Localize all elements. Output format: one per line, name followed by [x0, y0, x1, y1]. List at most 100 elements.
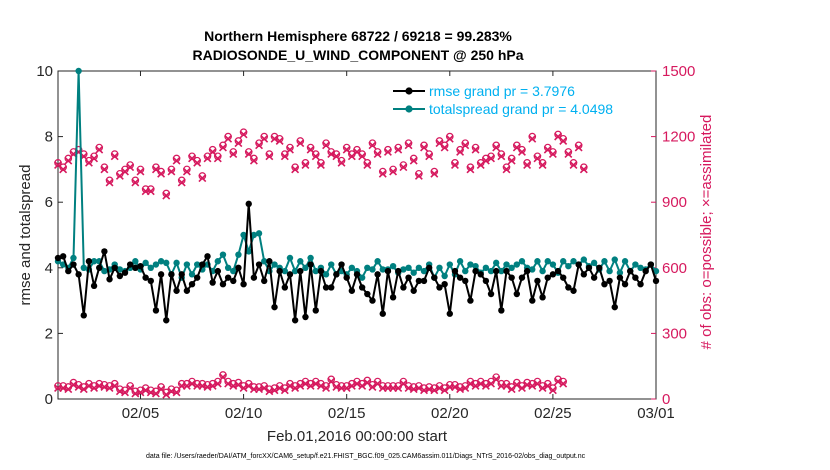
- totalspread-point: [606, 267, 613, 275]
- obs-high-assimilated-point: [363, 161, 372, 169]
- x-mark-stroke: [260, 384, 269, 393]
- rmse-point: [297, 267, 304, 275]
- obs-high-assimilated-point: [569, 161, 578, 169]
- x-mark-stroke: [234, 139, 243, 148]
- rmse-point: [436, 284, 443, 291]
- rmse-point: [230, 277, 237, 285]
- x-mark-stroke: [69, 380, 78, 389]
- x-mark-stroke: [218, 373, 227, 382]
- x-mark-stroke: [471, 381, 480, 390]
- x-mark-stroke: [353, 147, 361, 156]
- obs-low-assimilated-point: [218, 373, 227, 382]
- x-mark-stroke: [430, 169, 439, 178]
- rmse-point: [142, 274, 149, 281]
- obs-high-assimilated-point: [538, 161, 547, 169]
- rmse-point: [565, 284, 572, 291]
- rmse-point: [240, 281, 247, 288]
- x-mark-stroke: [105, 178, 114, 187]
- rmse-point: [415, 277, 423, 285]
- x-mark-stroke: [260, 134, 269, 143]
- x-mark-stroke: [409, 385, 418, 394]
- obs-low-assimilated-point: [286, 381, 294, 390]
- x-mark-stroke: [265, 152, 274, 161]
- obs-high-assimilated-point: [208, 147, 217, 156]
- totalspread-point: [492, 259, 500, 267]
- obs-high-assimilated-point: [533, 154, 542, 163]
- obs-high-assimilated-point: [249, 156, 258, 165]
- obs-high-assimilated-point: [425, 152, 434, 161]
- obs-low-assimilated-point: [347, 381, 356, 390]
- obs-high-assimilated-point: [286, 145, 294, 154]
- x-mark-stroke: [322, 384, 331, 393]
- x-mark-stroke: [502, 165, 511, 174]
- obs-low-assimilated-point: [74, 383, 83, 391]
- totalspread-point: [261, 258, 268, 265]
- rmse-point: [652, 277, 660, 285]
- rmse-point: [456, 274, 464, 281]
- y-left-axis-label: rmse and totalspread: [17, 165, 34, 306]
- obs-high-assimilated-point: [291, 165, 300, 174]
- rmse-point: [611, 303, 618, 311]
- x-mark-stroke: [373, 150, 382, 159]
- rmse-point: [317, 267, 325, 275]
- x-mark-stroke: [255, 385, 264, 394]
- y-left-tick-label: 0: [45, 391, 53, 408]
- x-mark-stroke: [358, 381, 367, 390]
- x-mark-stroke: [414, 171, 423, 180]
- rmse-point: [389, 294, 397, 301]
- obs-low-assimilated-point: [270, 386, 279, 395]
- x-mark-stroke: [481, 381, 490, 390]
- obs-high-assimilated-point: [301, 161, 310, 169]
- totalspread-point: [183, 261, 191, 268]
- totalspread-point: [286, 254, 294, 262]
- rmse-point: [358, 284, 366, 291]
- x-mark-stroke: [440, 386, 449, 395]
- x-mark-stroke: [105, 384, 114, 393]
- obs-high-assimilated-point: [162, 191, 171, 200]
- x-mark-stroke: [131, 178, 140, 187]
- x-mark-stroke: [90, 384, 99, 393]
- x-mark-stroke: [110, 381, 119, 390]
- obs-high-assimilated-point: [450, 161, 459, 169]
- x-mark-stroke: [316, 381, 325, 390]
- x-mark-stroke: [492, 375, 501, 384]
- rmse-point: [147, 277, 154, 285]
- rmse-point: [90, 282, 98, 290]
- x-mark-stroke: [358, 152, 367, 161]
- obs-high-assimilated-point: [497, 152, 506, 161]
- x-mark-stroke: [306, 145, 315, 154]
- rmse-point: [266, 258, 273, 265]
- obs-low-assimilated-point: [311, 379, 320, 388]
- data-file-footnote: data file: /Users/raeder/DAI/ATM_forcXX/…: [146, 453, 586, 460]
- rmse-point: [276, 267, 283, 275]
- x-mark-stroke: [296, 381, 305, 390]
- y-left-tick-label: 10: [36, 63, 53, 80]
- rmse-point: [302, 313, 309, 321]
- x-mark-stroke: [177, 178, 186, 187]
- rmse-point: [539, 294, 546, 301]
- totalspread-point: [245, 248, 252, 255]
- rmse-point: [96, 264, 103, 271]
- rmse-point: [544, 274, 551, 281]
- obs-low-assimilated-point: [136, 388, 145, 397]
- x-mark-stroke: [383, 147, 392, 156]
- obs-high-assimilated-point: [394, 145, 403, 154]
- x-mark-stroke: [327, 150, 336, 159]
- rmse-point: [379, 310, 386, 317]
- x-mark-stroke: [523, 161, 532, 169]
- x-mark-stroke: [435, 139, 444, 148]
- obs-high-assimilated-point: [203, 154, 212, 163]
- obs-low-assimilated-point: [471, 381, 480, 390]
- rmse-point: [271, 303, 278, 311]
- obs-low-assimilated-point: [244, 381, 253, 390]
- x-mark-stroke: [203, 383, 212, 391]
- totalspread-point: [90, 258, 98, 265]
- x-mark-stroke: [548, 386, 557, 395]
- x-mark-stroke: [311, 152, 320, 161]
- totalspread-point: [549, 261, 557, 268]
- legend-rmse-label: rmse grand pr = 3.7976: [429, 83, 575, 99]
- obs-low-assimilated-point: [466, 379, 475, 388]
- totalspread-point: [436, 264, 443, 271]
- x-mark-stroke: [450, 161, 459, 169]
- obs-low-assimilated-point: [528, 381, 537, 390]
